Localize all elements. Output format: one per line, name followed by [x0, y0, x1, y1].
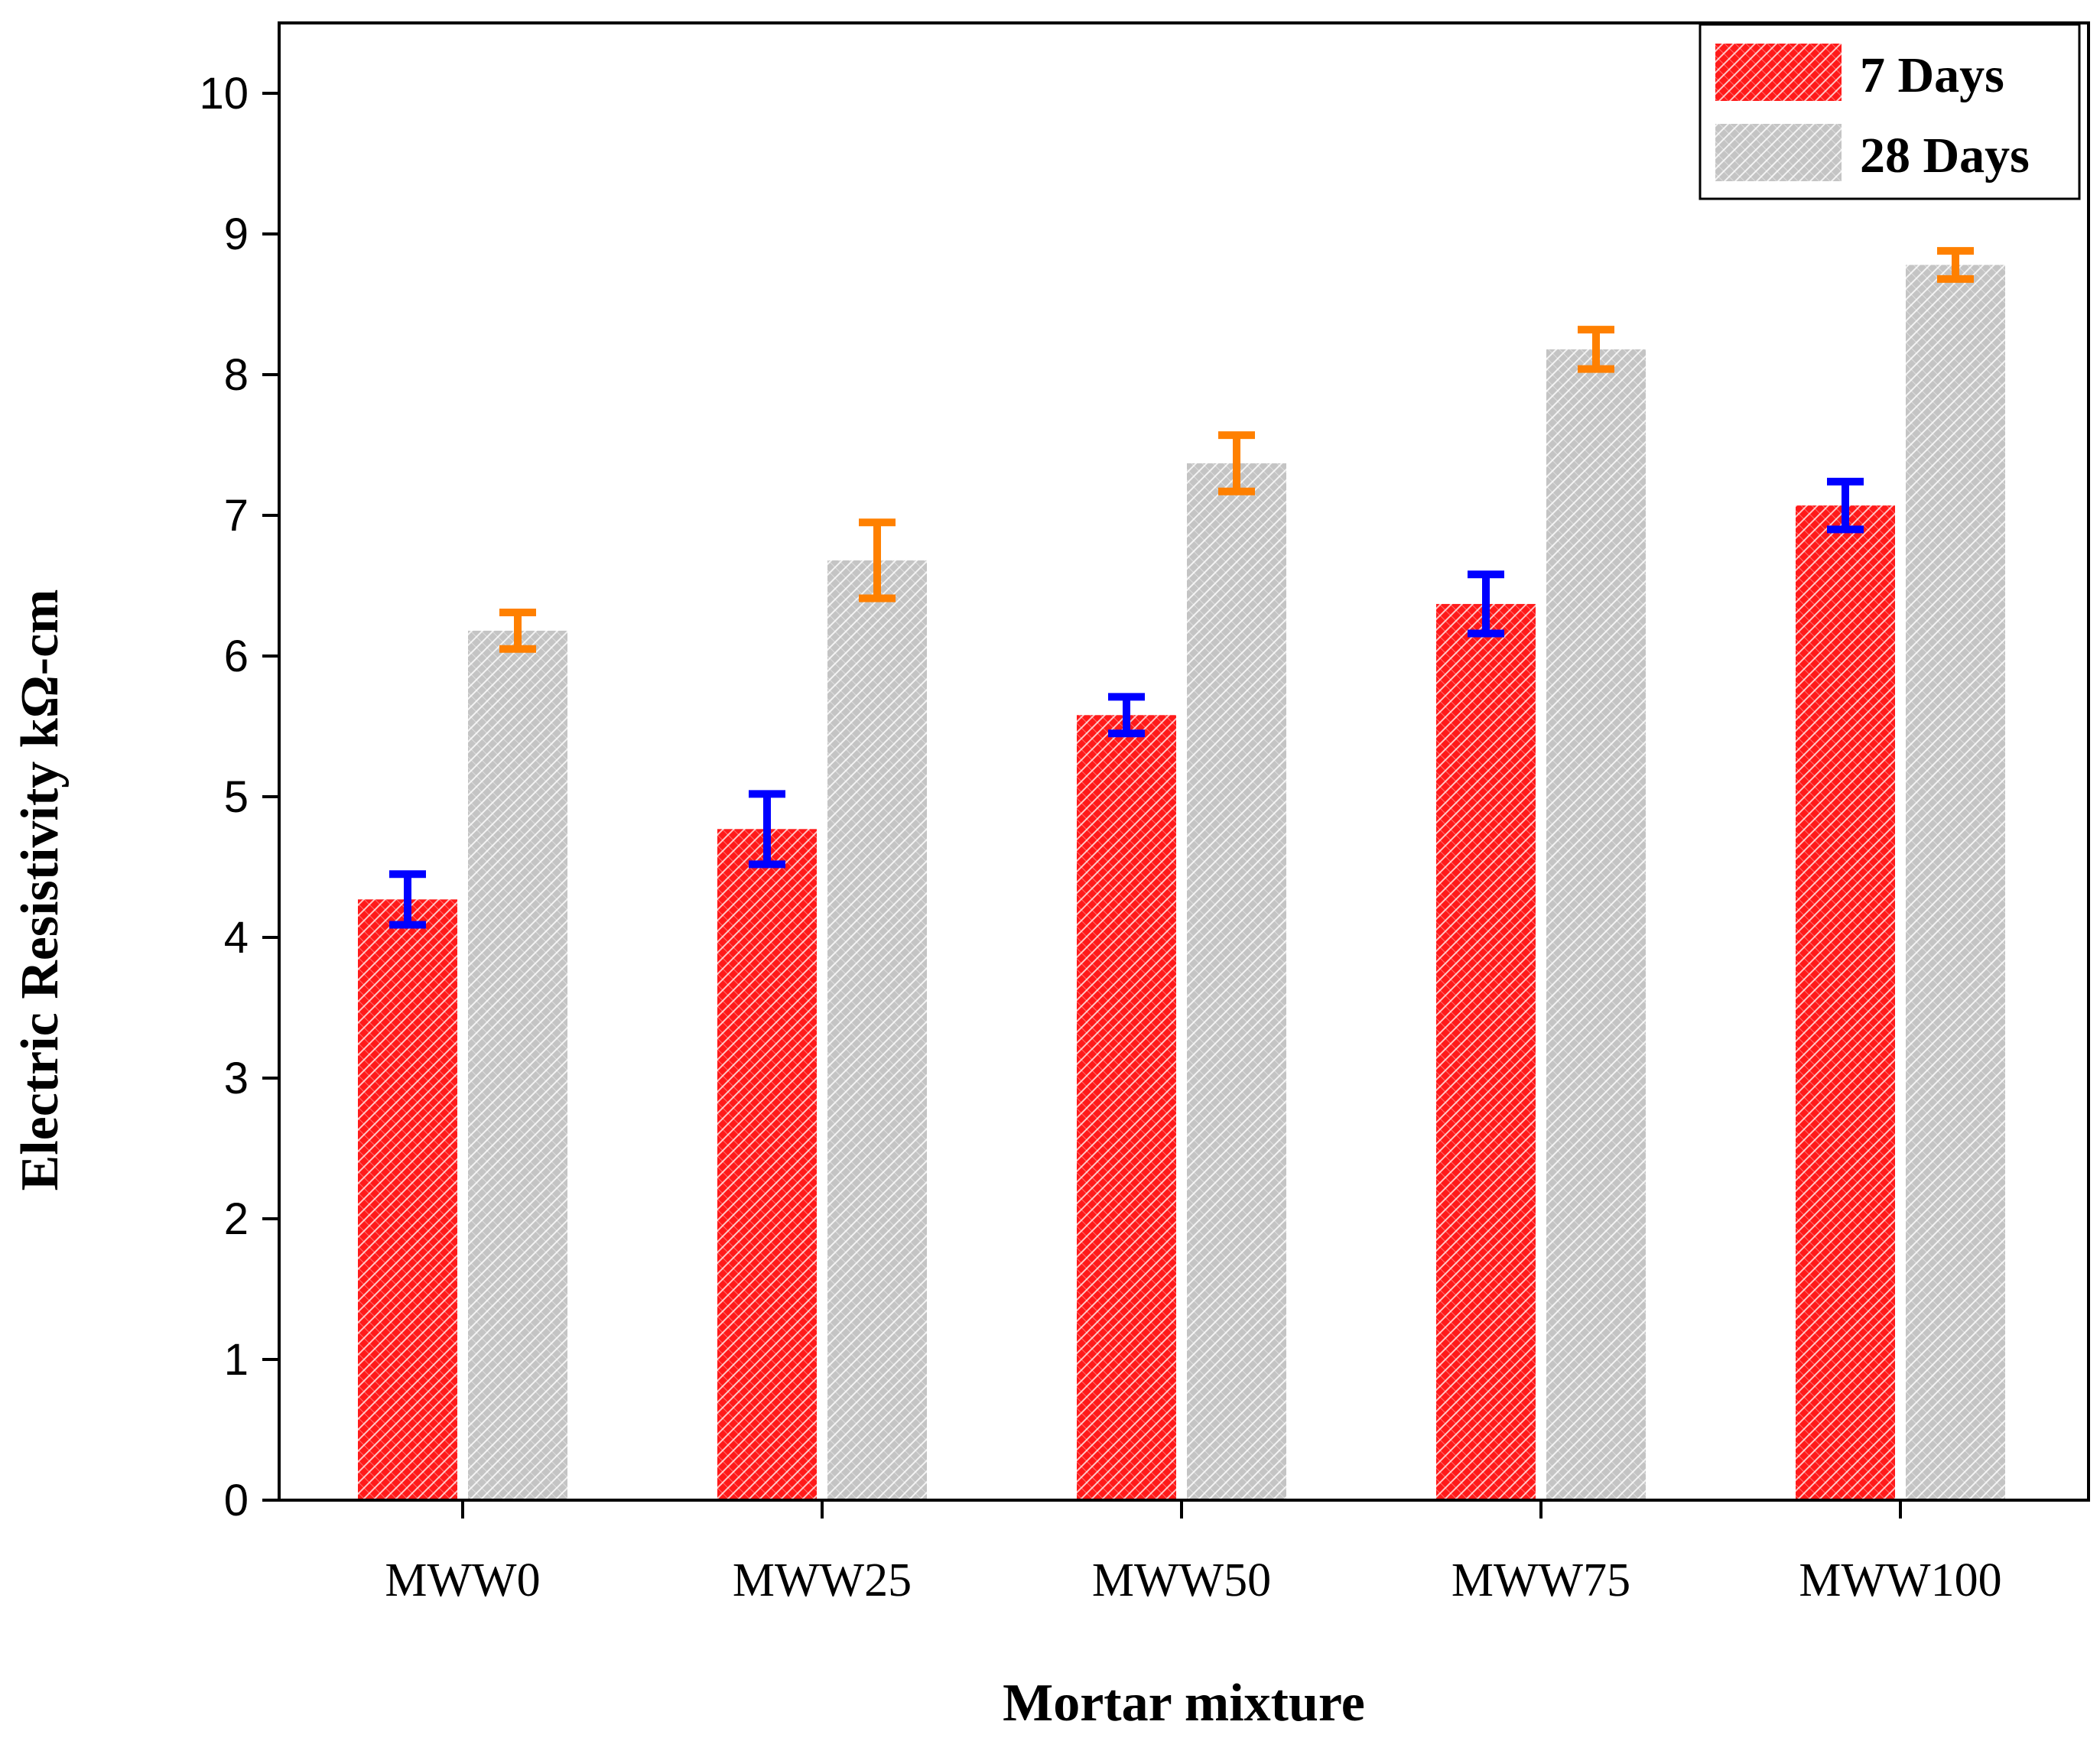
error-bar — [1108, 693, 1145, 738]
y-tick-label: 9 — [224, 210, 249, 259]
bar-28-days — [827, 560, 927, 1500]
legend-swatch-28-days — [1715, 124, 1842, 181]
x-axis-title: Mortar mixture — [1003, 1674, 1365, 1733]
y-tick-label: 4 — [224, 913, 249, 963]
bars-layer — [358, 265, 2005, 1501]
bar-28-days — [1546, 349, 1646, 1500]
legend: 7 Days 28 Days — [1699, 23, 2081, 200]
legend-label-28-days: 28 Days — [1860, 128, 2030, 184]
x-tick-label: MWW75 — [1451, 1554, 1630, 1606]
error-bar — [1578, 326, 1614, 373]
bar-7-days — [717, 829, 817, 1500]
y-tick-label: 2 — [224, 1194, 249, 1244]
plot-frame — [278, 21, 2090, 1502]
x-tick-label: MWW0 — [385, 1554, 540, 1606]
error-bar — [1937, 247, 1974, 283]
legend-label-7-days: 7 Days — [1860, 47, 2004, 103]
x-tick-label: MWW50 — [1092, 1554, 1271, 1606]
error-bars-layer — [389, 247, 1974, 929]
legend-swatch-7-days — [1715, 44, 1842, 101]
error-bar — [749, 790, 785, 869]
bar-28-days — [468, 630, 567, 1500]
plot-border — [278, 21, 2090, 1502]
error-bar — [859, 518, 896, 603]
bar-7-days — [1796, 505, 1895, 1500]
y-tick-label: 6 — [224, 632, 249, 681]
bar-7-days — [1077, 715, 1176, 1500]
y-axis-title: Electric Resistivity kΩ-cm — [11, 590, 70, 1191]
y-tick-label: 8 — [224, 350, 249, 400]
y-tick-label: 10 — [199, 69, 249, 119]
y-tick-label: 7 — [224, 491, 249, 541]
bar-7-days — [358, 899, 457, 1500]
error-bar — [1827, 477, 1864, 534]
x-tick-label: MWW100 — [1799, 1554, 2001, 1606]
error-bar — [499, 608, 536, 653]
error-bar — [389, 870, 426, 929]
x-axis: MWW0 MWW25 MWW50 MWW75 MWW100 — [385, 1500, 2002, 1606]
y-tick-label: 5 — [224, 772, 249, 822]
x-tick-label: MWW25 — [733, 1554, 912, 1606]
bar-28-days — [1187, 463, 1286, 1501]
y-axis: 0 1 2 3 4 5 6 7 8 9 10 — [199, 69, 279, 1525]
bar-7-days — [1436, 603, 1536, 1501]
error-bar — [1468, 570, 1504, 638]
y-tick-label: 1 — [224, 1335, 249, 1385]
y-tick-label: 0 — [224, 1476, 249, 1525]
y-tick-label: 3 — [224, 1054, 249, 1103]
error-bar — [1218, 431, 1255, 495]
bar-28-days — [1906, 265, 2005, 1501]
